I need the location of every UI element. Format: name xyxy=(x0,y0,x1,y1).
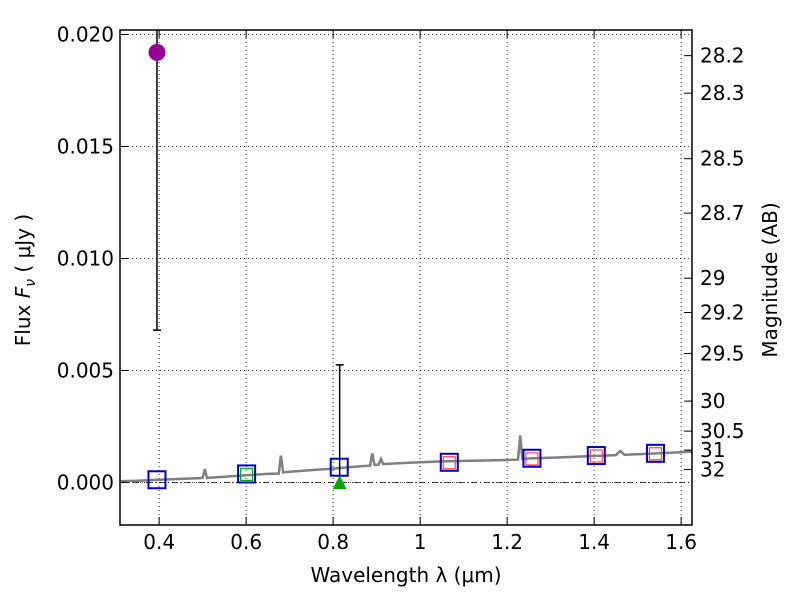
mag-tick-label: 29 xyxy=(700,266,725,290)
y-tick-label: 0.010 xyxy=(57,246,114,270)
mag-tick-label: 32 xyxy=(700,458,725,482)
axis-tick-labels: 0.4 0.6 0.8 1 1.2 1.4 1.6 0.000 0.005 0.010 0.015 0… xyxy=(57,22,745,554)
model-photometry-box xyxy=(147,470,167,490)
mag-tick-label: 30.5 xyxy=(700,419,745,443)
x-tick-label: 0.8 xyxy=(317,530,349,554)
model-photometry-box xyxy=(586,446,606,466)
model-photometry-box xyxy=(439,452,459,472)
x-tick-label: 1.4 xyxy=(578,530,610,554)
mag-tick-label: 28.3 xyxy=(700,81,745,105)
mag-tick-label: 31 xyxy=(700,438,725,462)
mag-tick-label: 28.2 xyxy=(700,44,745,68)
x-tick-label: 0.6 xyxy=(230,530,262,554)
observed-photometry-marker xyxy=(239,467,254,481)
axis-ticks xyxy=(120,30,692,525)
x-tick-label: 1 xyxy=(414,530,427,554)
observed-photometry-marker xyxy=(525,452,539,466)
model-photometry-box xyxy=(329,457,349,477)
upper-limit-triangle xyxy=(332,475,347,489)
y-tick-label: 0.000 xyxy=(57,470,114,494)
y-axis-title-subscript: ν xyxy=(23,279,39,287)
observed-flux-point xyxy=(148,43,166,61)
y-tick-label: 0.005 xyxy=(57,358,114,382)
model-spectrum-line xyxy=(119,435,693,483)
mag-tick-label: 30 xyxy=(700,389,725,413)
model-photometry-box xyxy=(645,443,665,463)
observed-photometry-marker xyxy=(589,449,603,463)
mag-tick-label: 28.7 xyxy=(700,201,745,225)
x-tick-label: 1.6 xyxy=(665,530,697,554)
x-tick-label: 1.2 xyxy=(491,530,523,554)
observed-photometry-marker xyxy=(442,456,456,470)
y-axis-title-prefix: Flux xyxy=(11,298,35,346)
plot-layer xyxy=(119,30,693,490)
x-axis-title: Wavelength λ (μm) xyxy=(310,563,501,587)
y2-axis-title: Magnitude (AB) xyxy=(758,202,782,357)
model-photometry-box xyxy=(237,464,257,484)
y-axis-title-suffix: ( μJy ) xyxy=(11,214,35,279)
observed-photometry-marker xyxy=(648,447,663,461)
model-photometry-box xyxy=(522,448,542,468)
mag-tick-label: 28.5 xyxy=(700,147,745,171)
y-tick-label: 0.015 xyxy=(57,134,114,158)
mag-tick-label: 29.2 xyxy=(700,301,745,325)
x-tick-label: 0.4 xyxy=(143,530,175,554)
y-axis-title-symbol: F xyxy=(11,286,35,298)
grid-lines xyxy=(120,30,692,525)
y-tick-label: 0.020 xyxy=(57,22,114,46)
plot-frame xyxy=(119,29,693,526)
mag-tick-label: 29.5 xyxy=(700,342,745,366)
y-axis-title: Flux Fν ( μJy ) xyxy=(11,214,39,346)
